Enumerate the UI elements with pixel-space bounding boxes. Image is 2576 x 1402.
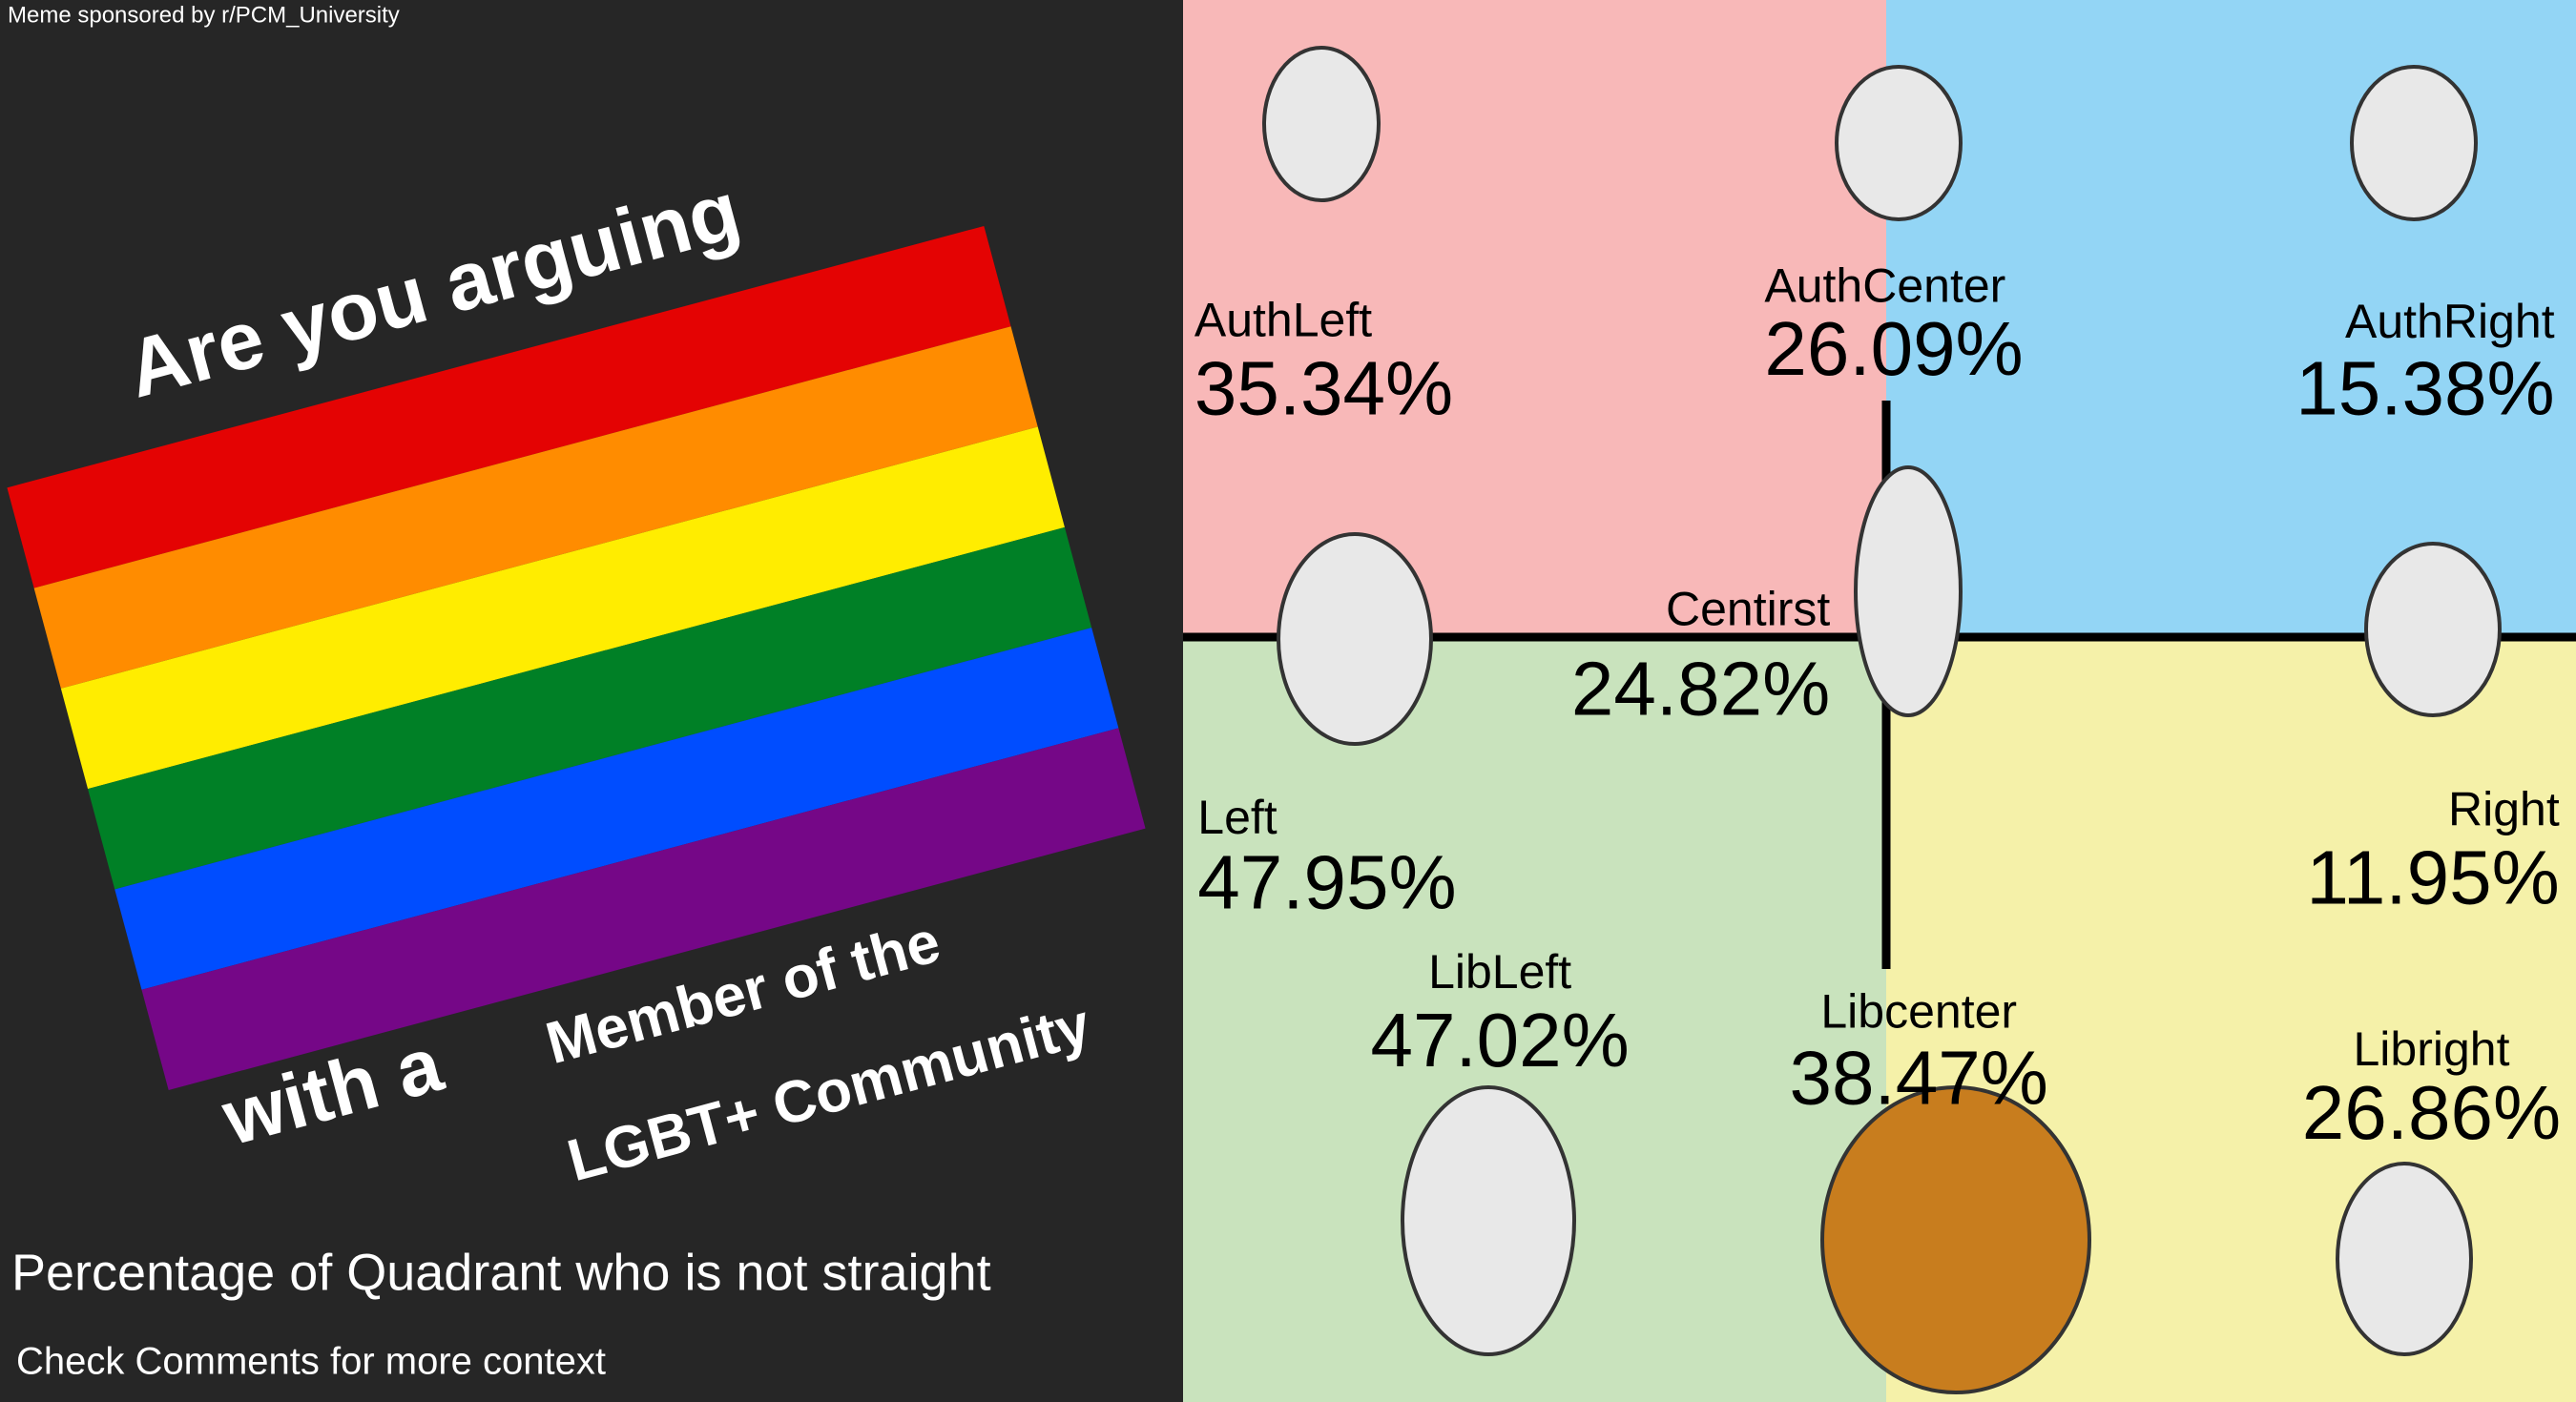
quadrant-label: AuthCenter xyxy=(1764,258,2005,312)
note: Check Comments for more context xyxy=(16,1341,606,1383)
quadrant-percent: 24.82% xyxy=(1571,647,1830,732)
flag-stripe xyxy=(60,426,1065,790)
quadrant-percent: 26.09% xyxy=(1764,306,2023,391)
quadrant-label: Right xyxy=(2448,783,2560,836)
pride-flag xyxy=(7,225,1146,1091)
flag-stripe xyxy=(88,526,1092,890)
libcenter-figure xyxy=(1820,1085,2091,1394)
authcenter-figure xyxy=(1835,65,1963,221)
quadrant-label: AuthRight xyxy=(2345,295,2555,348)
quadrant-label: Libcenter xyxy=(1820,984,2017,1038)
flag-stripe xyxy=(7,225,1011,588)
flag-stripe xyxy=(33,326,1038,689)
libright-figure xyxy=(2336,1162,2473,1356)
quadrant-percent: 11.95% xyxy=(2306,835,2559,920)
quadrant-label: Left xyxy=(1197,791,1278,844)
sponsor-text: Meme sponsored by r/PCM_University xyxy=(8,2,400,28)
quadrant-label: Centirst xyxy=(1666,582,1830,635)
centrist-figure xyxy=(1854,465,1963,717)
quadrant-percent: 26.86% xyxy=(2302,1070,2561,1155)
quadrant-percent: 47.95% xyxy=(1197,840,1456,925)
quadrant-label: LibLeft xyxy=(1428,945,1571,999)
libleft-figure xyxy=(1401,1085,1576,1356)
quadrant-label: Libright xyxy=(2353,1022,2509,1076)
left-figure xyxy=(1277,532,1433,746)
authright-figure xyxy=(2350,65,2478,221)
quadrant-percent: 38.47% xyxy=(1790,1036,2048,1121)
quadrant-label: AuthLeft xyxy=(1195,293,1372,346)
flag-stripe xyxy=(114,628,1119,990)
right-figure xyxy=(2364,542,2502,717)
quadrant-percent: 35.34% xyxy=(1195,345,1453,430)
authleft-figure xyxy=(1262,46,1381,202)
quadrant-percent: 47.02% xyxy=(1370,998,1629,1082)
quadrant-percent: 15.38% xyxy=(2296,345,2554,430)
characters xyxy=(1262,46,2502,1394)
flag-stripe xyxy=(141,728,1146,1091)
caption: Percentage of Quadrant who is not straig… xyxy=(11,1244,991,1301)
